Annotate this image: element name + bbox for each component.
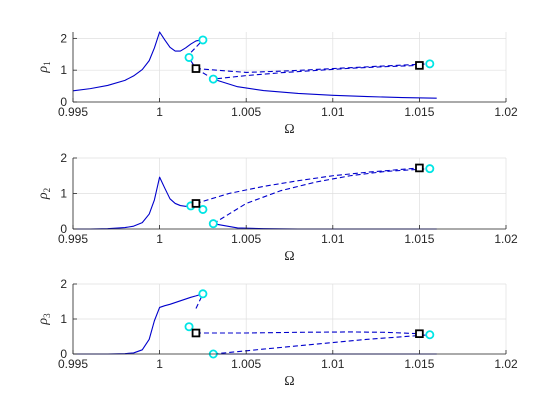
bifurcation-circle-marker: [425, 164, 435, 174]
x-tick-label: 1.015: [404, 105, 434, 119]
unstable-branch-line: [195, 167, 420, 204]
y-tick-label: 1: [60, 63, 67, 77]
y-axis-label: ρ1: [36, 61, 52, 73]
x-tick-label: 1.015: [404, 357, 434, 371]
unstable-branch-line: [195, 63, 430, 73]
y-tick-label: 1: [60, 312, 67, 326]
x-tick-label: 1: [156, 105, 163, 119]
y-tick-label: 2: [60, 151, 67, 165]
unstable-branch-line: [195, 64, 420, 80]
bifurcation-circle-marker: [208, 74, 218, 84]
stable-branch-line: [213, 78, 437, 99]
x-tick-label: 1.01: [321, 105, 345, 119]
bifurcation-circle-marker: [184, 322, 194, 332]
x-axis-label: Ω: [284, 249, 294, 264]
y-tick-label: 2: [60, 31, 67, 45]
bifurcation-circle-marker: [184, 52, 194, 62]
x-tick-label: 1.005: [231, 105, 261, 119]
x-axis-label: Ω: [284, 122, 294, 137]
bifurcation-square-marker: [191, 328, 201, 338]
stable-branch-line: [73, 176, 191, 230]
x-tick-label: 0.995: [58, 232, 88, 246]
x-tick-label: 1: [156, 357, 163, 371]
bifurcation-circle-marker: [425, 59, 435, 69]
x-tick-label: 1: [156, 232, 163, 246]
unstable-branch-line: [195, 331, 420, 335]
x-tick-label: 0.995: [58, 357, 88, 371]
bifurcation-square-marker: [415, 61, 424, 70]
y-tick-label: 0: [60, 95, 67, 109]
bifurcation-circle-marker: [208, 219, 218, 229]
bifurcation-square-marker: [191, 199, 201, 208]
plot-area: [73, 32, 506, 102]
x-tick-label: 1.015: [404, 232, 434, 246]
unstable-branch-line: [213, 334, 430, 355]
bifurcation-circle-marker: [198, 289, 208, 299]
chart-panel-1: 0.995 1 1.005 1.01 1.015 1.02 0 1 2 Ωρ1: [36, 31, 518, 137]
bifurcation-square-marker: [191, 64, 201, 73]
x-axis-label: Ω: [284, 374, 294, 389]
bifurcation-square-marker: [415, 329, 424, 338]
y-tick-label: 2: [60, 277, 67, 291]
unstable-branch-line: [195, 293, 204, 309]
x-tick-label: 1.02: [494, 232, 518, 246]
bifurcation-circle-marker: [425, 330, 435, 340]
x-tick-label: 1.02: [494, 357, 518, 371]
y-axis-label: ρ2: [36, 188, 52, 200]
bifurcation-square-marker: [415, 163, 424, 173]
y-tick-label: 0: [60, 222, 67, 236]
chart-panel-2: 0.995 1 1.005 1.01 1.015 1.02 0 1 2 Ωρ2: [36, 151, 518, 264]
x-tick-label: 1.01: [321, 232, 345, 246]
x-tick-label: 1.01: [321, 357, 345, 371]
y-tick-label: 1: [60, 187, 67, 201]
x-tick-label: 1.005: [231, 357, 261, 371]
stable-branch-line: [73, 31, 202, 92]
x-tick-label: 0.995: [58, 105, 88, 119]
x-tick-label: 1.005: [231, 232, 261, 246]
chart-panel-3: 0.995 1 1.005 1.01 1.015 1.02 0 1 2 Ωρ3: [36, 277, 518, 389]
y-axis-label: ρ3: [36, 313, 52, 326]
bifurcation-circle-marker: [198, 204, 208, 214]
x-tick-label: 1.02: [494, 105, 518, 119]
bifurcation-circle-marker: [198, 35, 208, 45]
y-tick-label: 0: [60, 347, 67, 361]
